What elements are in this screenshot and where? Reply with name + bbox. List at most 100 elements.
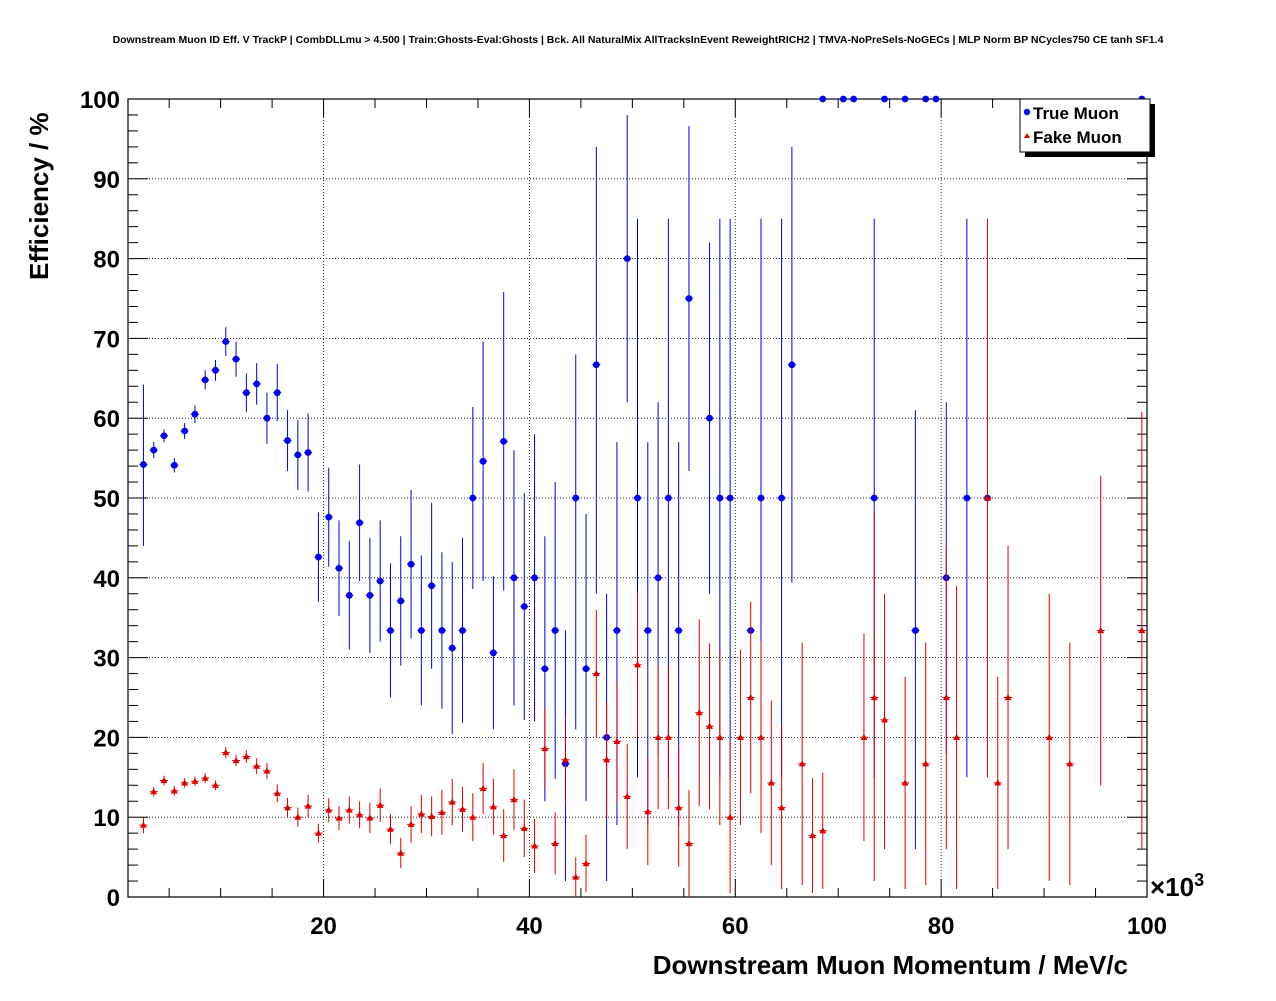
data-point <box>140 821 147 828</box>
data-point <box>1138 626 1146 634</box>
data-point <box>551 839 559 847</box>
data-point <box>675 627 683 634</box>
data-point <box>284 804 291 811</box>
y-tick-label: 10 <box>93 805 120 832</box>
data-point <box>191 410 199 418</box>
data-point <box>273 789 281 796</box>
x-axis-title: Downstream Muon Momentum / MeV/c <box>653 950 1128 980</box>
data-point <box>747 693 755 701</box>
data-point <box>788 361 796 369</box>
data-point <box>479 784 487 792</box>
data-point <box>1066 760 1074 767</box>
data-point <box>438 808 446 816</box>
legend-label-fake-muon: Fake Muon <box>1033 128 1122 147</box>
data-point <box>489 649 497 657</box>
data-layer <box>139 95 1146 897</box>
data-point <box>860 733 868 740</box>
y-tick-label: 70 <box>93 326 120 353</box>
data-point <box>510 574 518 582</box>
data-point <box>984 494 991 501</box>
data-point <box>170 461 178 469</box>
data-point <box>356 519 363 527</box>
data-point <box>335 814 343 821</box>
data-point <box>448 798 456 805</box>
data-point <box>263 414 271 422</box>
data-point <box>531 842 538 849</box>
data-point <box>520 603 528 610</box>
data-point <box>366 591 374 599</box>
data-point <box>356 811 363 818</box>
data-point <box>242 389 250 397</box>
data-point <box>695 709 703 716</box>
data-point <box>263 767 271 774</box>
x-axis-multiplier-base: ×10 <box>1150 872 1194 902</box>
legend: True Muon Fake Muon <box>1019 98 1155 157</box>
data-point <box>500 831 508 839</box>
data-point <box>407 820 415 827</box>
data-point <box>304 449 312 456</box>
data-point <box>881 716 888 723</box>
data-point <box>273 389 281 397</box>
data-point <box>654 574 662 582</box>
data-point <box>304 802 312 809</box>
legend-label-true-muon: True Muon <box>1033 104 1119 123</box>
data-point <box>613 737 621 744</box>
data-point <box>222 338 230 345</box>
data-point <box>212 781 219 788</box>
data-point <box>253 380 261 388</box>
data-point <box>469 813 477 820</box>
data-point <box>603 756 611 763</box>
series-fake-muon <box>139 218 1146 897</box>
data-point <box>870 494 878 502</box>
x-axis-multiplier-exponent: 3 <box>1194 870 1204 890</box>
data-point <box>387 825 394 832</box>
data-point <box>706 414 713 422</box>
data-point <box>315 553 322 561</box>
data-point <box>623 792 631 800</box>
data-point <box>345 806 353 813</box>
legend-box <box>1019 98 1151 153</box>
chart-title: Downstream Muon ID Eff. V TrackP | CombD… <box>113 34 1164 46</box>
data-point <box>417 627 425 634</box>
y-tick-label: 60 <box>93 406 120 433</box>
data-point <box>922 760 930 767</box>
data-point <box>644 808 652 815</box>
data-point <box>839 95 847 103</box>
data-point <box>644 627 652 634</box>
x-tick-label: 80 <box>928 913 955 940</box>
data-point <box>562 756 569 763</box>
data-point <box>870 693 878 701</box>
data-point <box>140 461 147 468</box>
data-point <box>448 644 456 652</box>
legend-marker-fake-muon <box>1024 133 1030 138</box>
series-true-muon <box>139 95 1146 882</box>
data-point <box>335 564 343 572</box>
data-point <box>664 494 672 502</box>
legend-marker-true-muon <box>1023 108 1031 116</box>
data-point <box>778 804 786 811</box>
data-point <box>222 748 230 756</box>
data-point <box>726 813 734 820</box>
data-point <box>376 577 384 585</box>
data-point <box>953 733 960 740</box>
data-point <box>150 788 158 795</box>
data-point <box>500 437 508 445</box>
data-point <box>489 803 497 810</box>
data-point <box>150 446 158 454</box>
x-axis-multiplier: ×103 <box>1150 870 1204 902</box>
data-point <box>376 801 384 808</box>
data-point <box>767 779 775 786</box>
data-point <box>1097 626 1105 634</box>
data-point <box>809 831 816 839</box>
data-point <box>284 437 291 444</box>
data-point <box>922 95 930 103</box>
data-point <box>531 574 538 582</box>
data-point <box>850 95 858 103</box>
data-point <box>901 779 909 786</box>
data-point <box>932 95 940 103</box>
data-point <box>459 627 466 634</box>
data-point <box>541 744 549 752</box>
data-point <box>572 494 580 502</box>
data-point <box>592 361 600 369</box>
